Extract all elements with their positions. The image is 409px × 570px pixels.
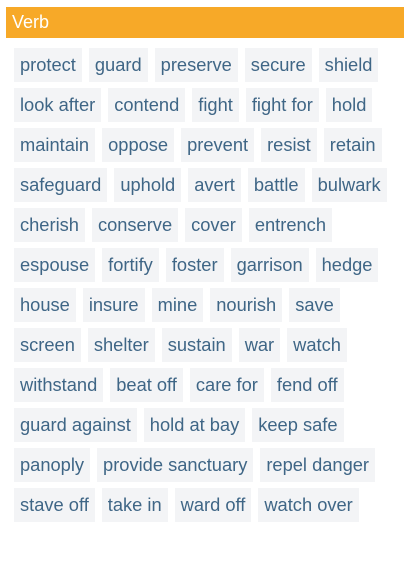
word-chip[interactable]: take in <box>101 488 168 522</box>
word-chip[interactable]: bulwark <box>311 168 387 202</box>
word-chip[interactable]: hedge <box>315 248 379 282</box>
word-chip[interactable]: stave off <box>14 488 95 522</box>
word-chip[interactable]: contend <box>108 88 186 122</box>
word-chip[interactable]: provide sanctuary <box>97 448 254 482</box>
word-chip[interactable]: insure <box>82 288 145 322</box>
word-chip[interactable]: oppose <box>102 128 175 162</box>
word-chip[interactable]: prevent <box>181 128 255 162</box>
word-chip[interactable]: mine <box>151 288 204 322</box>
word-list: protect guard preserve secure shield look aft… <box>14 48 400 522</box>
word-chip[interactable]: hold <box>325 88 373 122</box>
word-chip[interactable]: look after <box>14 88 102 122</box>
word-chip[interactable]: hold at bay <box>143 408 246 442</box>
word-chip[interactable]: shelter <box>87 328 155 362</box>
word-chip[interactable]: repel danger <box>260 448 375 482</box>
word-chip[interactable]: garrison <box>230 248 309 282</box>
word-chip[interactable]: shield <box>318 48 379 82</box>
word-chip[interactable]: conserve <box>91 208 179 242</box>
word-chip[interactable]: screen <box>14 328 81 362</box>
word-chip[interactable]: fend off <box>270 368 344 402</box>
word-chip[interactable]: sustain <box>161 328 232 362</box>
word-chip[interactable]: cover <box>185 208 242 242</box>
word-chip[interactable]: secure <box>244 48 312 82</box>
section-header-verb: Verb <box>6 7 404 38</box>
word-chip[interactable]: retain <box>323 128 382 162</box>
word-chip[interactable]: foster <box>165 248 224 282</box>
word-chip[interactable]: withstand <box>14 368 104 402</box>
word-chip[interactable]: war <box>238 328 281 362</box>
word-chip[interactable]: panoply <box>14 448 91 482</box>
word-chip[interactable]: maintain <box>14 128 96 162</box>
word-chip[interactable]: watch over <box>258 488 359 522</box>
word-chip[interactable]: uphold <box>114 168 182 202</box>
word-chip[interactable]: fight <box>192 88 239 122</box>
word-chip[interactable]: avert <box>188 168 241 202</box>
word-chip[interactable]: guard <box>88 48 148 82</box>
word-chip[interactable]: preserve <box>154 48 238 82</box>
word-chip[interactable]: safeguard <box>14 168 108 202</box>
word-chip[interactable]: care for <box>189 368 264 402</box>
word-chip[interactable]: espouse <box>14 248 96 282</box>
word-chip[interactable]: entrench <box>248 208 332 242</box>
word-chip[interactable]: guard against <box>14 408 137 442</box>
word-chip[interactable]: protect <box>14 48 82 82</box>
word-chip[interactable]: watch <box>287 328 347 362</box>
word-chip[interactable]: keep safe <box>252 408 344 442</box>
word-chip[interactable]: fight for <box>245 88 319 122</box>
word-chip[interactable]: resist <box>261 128 317 162</box>
word-chip[interactable]: battle <box>247 168 305 202</box>
word-chip[interactable]: ward off <box>174 488 252 522</box>
word-chip[interactable]: save <box>289 288 340 322</box>
word-chip[interactable]: nourish <box>210 288 283 322</box>
word-chip[interactable]: fortify <box>102 248 159 282</box>
word-chip[interactable]: beat off <box>110 368 183 402</box>
word-chip[interactable]: house <box>14 288 76 322</box>
word-chip[interactable]: cherish <box>14 208 85 242</box>
